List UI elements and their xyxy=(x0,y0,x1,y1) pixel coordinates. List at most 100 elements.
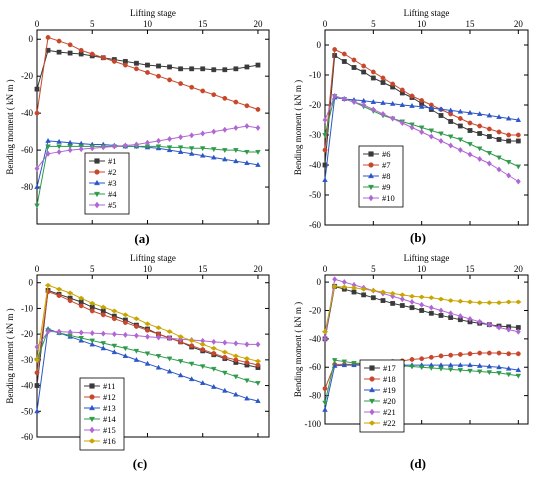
data-point xyxy=(56,293,62,298)
data-point xyxy=(457,368,464,374)
data-point xyxy=(233,66,239,72)
legend-item: #1 xyxy=(89,156,117,166)
data-point xyxy=(457,298,464,304)
legend-label: #6 xyxy=(382,149,391,159)
data-point xyxy=(255,381,261,386)
data-point xyxy=(155,354,162,359)
data-point xyxy=(370,99,377,104)
data-point xyxy=(399,87,405,93)
x-tick-label: 0 xyxy=(323,19,328,29)
legend: #1#2#3#4#5 xyxy=(84,152,130,215)
data-point xyxy=(399,303,405,308)
data-point xyxy=(467,151,473,158)
data-point xyxy=(332,92,338,100)
data-point xyxy=(233,374,239,380)
y-tick-label: 0 xyxy=(317,277,322,287)
data-point xyxy=(67,50,73,56)
data-point xyxy=(34,408,40,414)
series-16 xyxy=(33,282,262,364)
data-point xyxy=(233,391,239,397)
y-tick-label: -50 xyxy=(21,406,33,416)
legend-marker xyxy=(94,191,100,198)
legend-label: #7 xyxy=(382,160,391,170)
data-point xyxy=(89,51,95,57)
data-point xyxy=(89,338,96,344)
data-point xyxy=(221,349,228,355)
data-point xyxy=(244,149,250,155)
legend-marker xyxy=(368,151,374,157)
y-tick-label: -20 xyxy=(309,100,321,110)
data-point xyxy=(457,123,463,129)
data-point xyxy=(167,135,173,143)
data-point xyxy=(506,138,512,144)
data-point xyxy=(145,139,150,146)
legend: #11#12#13#14#15#16 xyxy=(79,377,125,451)
data-point xyxy=(255,341,261,348)
data-point xyxy=(399,292,406,298)
data-point xyxy=(409,124,415,131)
data-point xyxy=(496,129,502,135)
data-point xyxy=(447,107,454,113)
data-point xyxy=(111,59,117,64)
chart-panel-3: 0 5 10 15 20 Lifting stage 0 -10 -20 -30 -40 -50 -60… xyxy=(5,253,270,471)
data-point xyxy=(222,354,228,360)
legend-label: #14 xyxy=(103,414,117,424)
x-tick-label: 15 xyxy=(466,19,476,29)
data-point xyxy=(390,300,396,306)
legend-item: #17 xyxy=(364,363,396,373)
plot-frame xyxy=(36,274,270,438)
series-1 xyxy=(34,47,261,92)
series-line xyxy=(36,36,259,114)
data-point xyxy=(467,142,473,147)
data-point xyxy=(447,134,454,140)
data-point xyxy=(496,137,502,142)
x-tick-label: 10 xyxy=(143,264,153,274)
legend-marker xyxy=(94,179,100,186)
data-point xyxy=(457,313,463,320)
data-point xyxy=(505,115,512,121)
data-point xyxy=(166,145,173,151)
data-point xyxy=(351,98,357,106)
data-point xyxy=(515,351,521,357)
data-point xyxy=(341,359,348,365)
data-point xyxy=(477,155,483,163)
data-point xyxy=(351,57,357,63)
data-point xyxy=(167,77,172,83)
data-point xyxy=(244,378,250,384)
data-point xyxy=(178,66,184,72)
plot-frame xyxy=(324,29,529,226)
panel-label: (b) xyxy=(410,230,426,245)
data-point xyxy=(177,372,184,378)
data-point xyxy=(178,81,184,86)
data-point xyxy=(399,102,406,107)
legend-label: #5 xyxy=(108,200,117,210)
data-point xyxy=(380,110,386,118)
y-tick-label: -80 xyxy=(309,391,321,401)
data-point xyxy=(390,81,396,87)
data-point xyxy=(331,358,338,364)
data-point xyxy=(341,279,347,286)
data-point xyxy=(477,131,483,136)
legend-marker xyxy=(89,404,95,411)
legend-label: #9 xyxy=(382,182,391,192)
data-point xyxy=(322,406,328,412)
data-point xyxy=(428,304,434,311)
data-point xyxy=(350,285,358,291)
data-point xyxy=(457,108,464,114)
data-point xyxy=(188,150,195,156)
data-point xyxy=(361,101,367,109)
legend-label: #2 xyxy=(108,167,117,177)
data-point xyxy=(188,338,195,344)
legend-label: #11 xyxy=(103,381,115,391)
series-4 xyxy=(34,144,261,209)
data-point xyxy=(496,370,502,376)
data-point xyxy=(210,147,217,153)
data-point xyxy=(122,142,128,149)
x-axis-label: Lifting stage xyxy=(404,253,450,263)
y-axis-label: Bending moment ( kN m ) xyxy=(5,308,15,403)
data-point xyxy=(467,109,473,115)
data-point xyxy=(211,338,217,345)
x-tick-label: 5 xyxy=(90,19,95,29)
data-point xyxy=(255,124,261,131)
data-point xyxy=(233,124,239,131)
